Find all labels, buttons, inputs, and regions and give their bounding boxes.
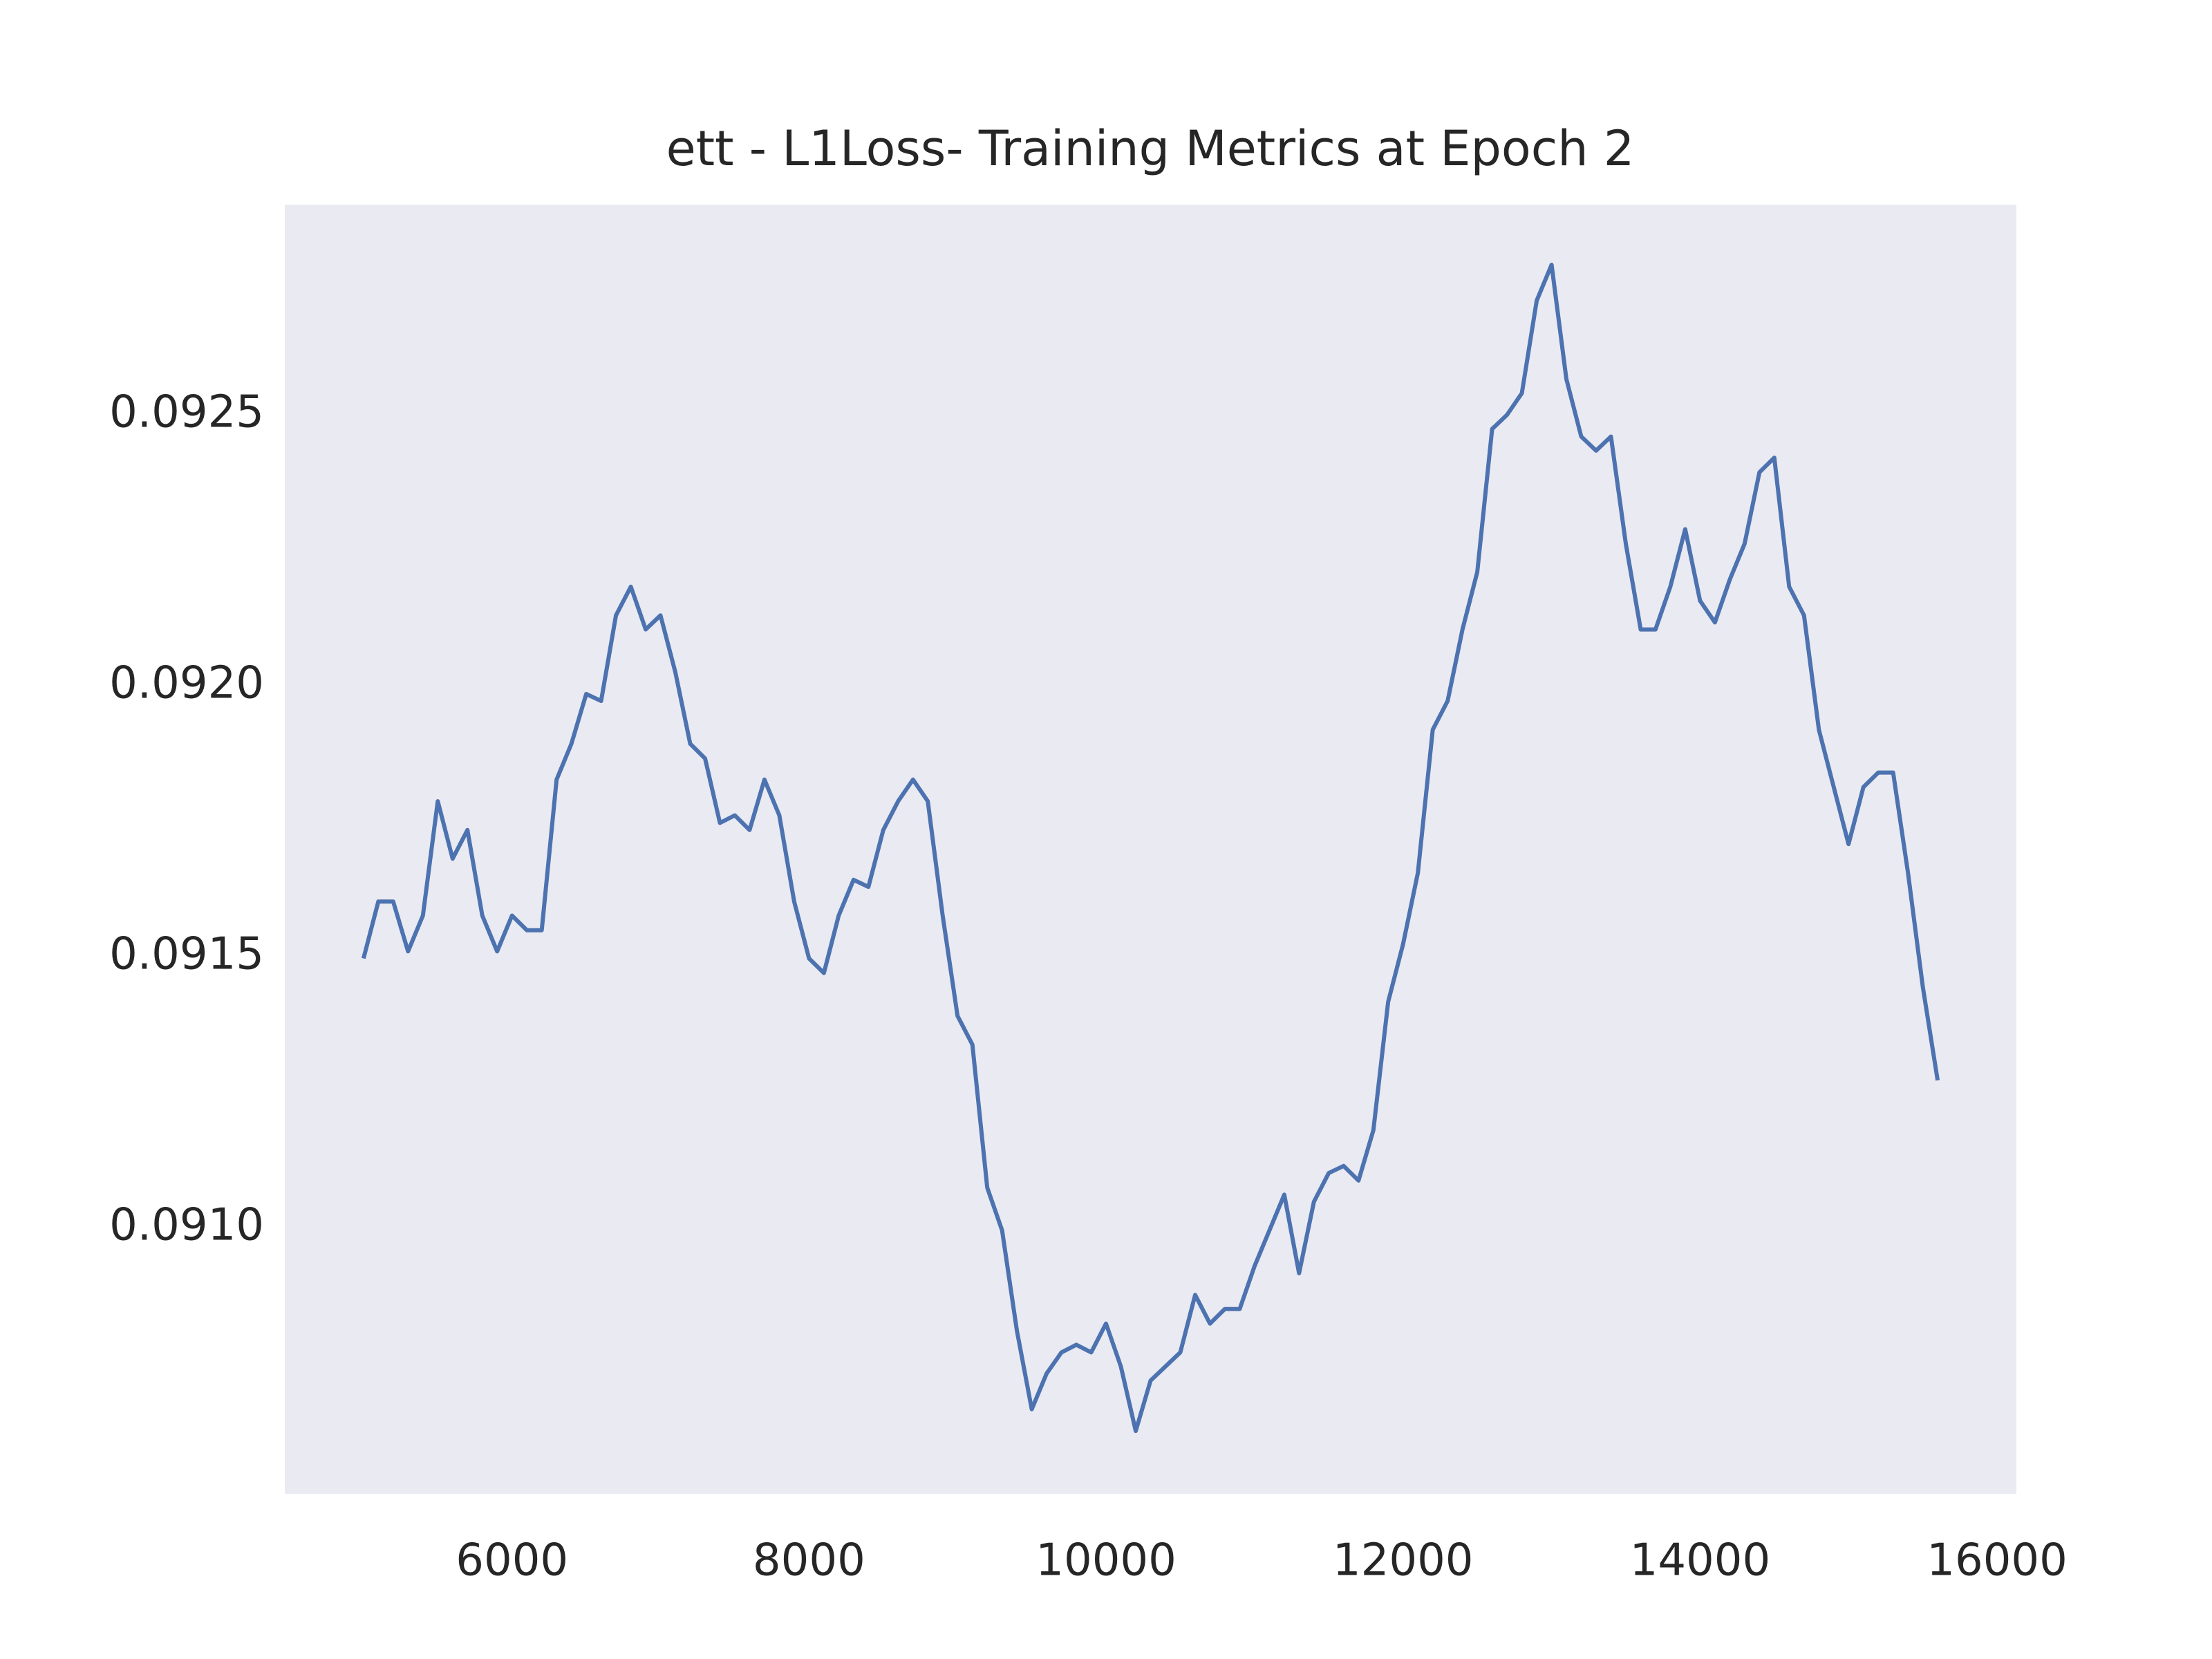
y-tick-label: 0.0915 bbox=[109, 929, 264, 980]
chart-title: ett - L1Loss- Training Metrics at Epoch … bbox=[666, 120, 1635, 177]
x-tick-label: 8000 bbox=[753, 1535, 865, 1586]
x-tick-label: 14000 bbox=[1630, 1535, 1771, 1586]
x-tick-label: 10000 bbox=[1035, 1535, 1177, 1586]
x-tick-label: 16000 bbox=[1927, 1535, 2068, 1586]
line bbox=[361, 263, 1940, 1434]
y-tick-label: 0.0910 bbox=[109, 1200, 264, 1251]
y-tick-label: 0.0920 bbox=[109, 658, 264, 709]
plot-area bbox=[285, 205, 2016, 1494]
x-tick-label: 12000 bbox=[1333, 1535, 1474, 1586]
y-tick-label: 0.0925 bbox=[109, 387, 264, 438]
x-tick-label: 6000 bbox=[456, 1535, 568, 1586]
